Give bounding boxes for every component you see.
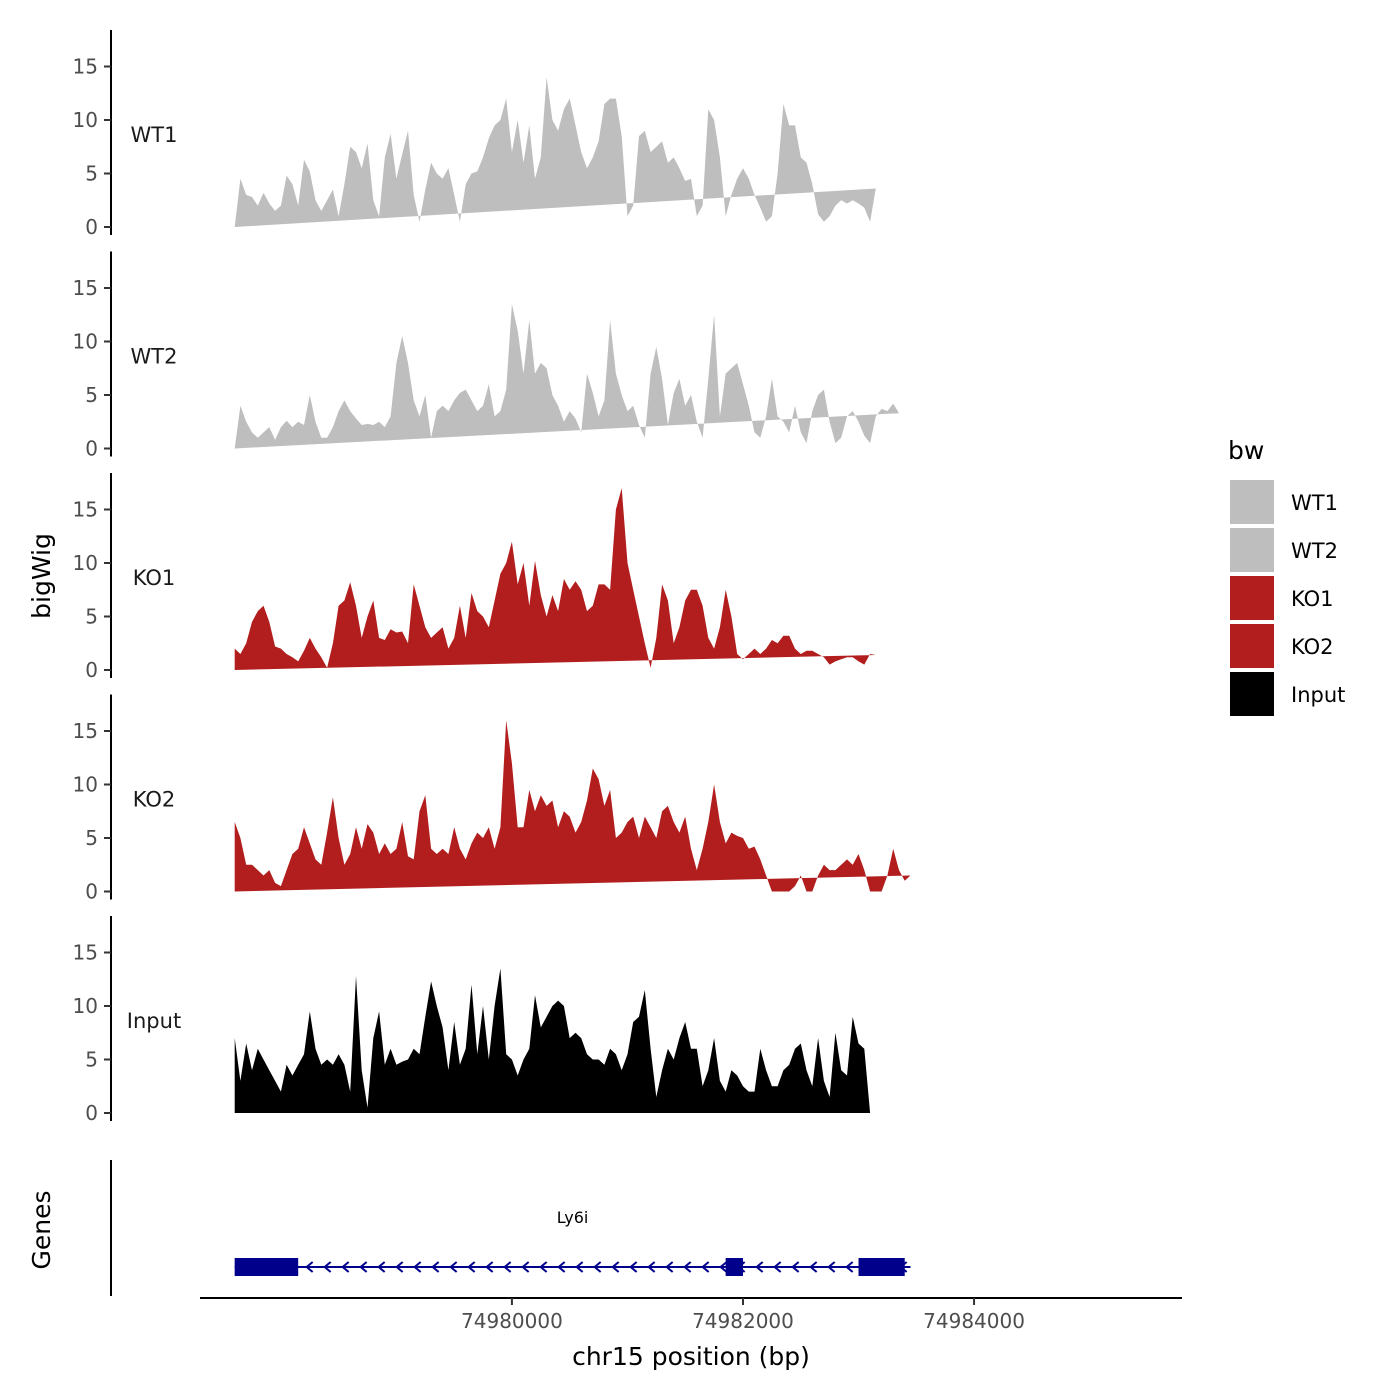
strand-arrow — [485, 1261, 494, 1273]
y-tick-label: 0 — [85, 1101, 98, 1125]
strand-arrow — [827, 1261, 836, 1273]
gene-exon — [234, 1258, 299, 1276]
legend-label-ko1: KO1 — [1291, 587, 1334, 611]
strand-arrow — [503, 1261, 512, 1273]
strand-arrow — [809, 1261, 818, 1273]
legend-key-input — [1228, 670, 1276, 718]
y-tick-label: 5 — [85, 605, 98, 629]
strand-arrow — [341, 1261, 350, 1273]
strand-arrow — [629, 1261, 638, 1273]
track-label: Input — [127, 1009, 181, 1033]
y-tick-label: 15 — [73, 941, 98, 965]
genes-track-title: Genes — [27, 1190, 56, 1269]
strand-arrow — [665, 1261, 674, 1273]
legend-title: bw — [1228, 436, 1264, 465]
strand-arrow — [539, 1261, 548, 1273]
strand-arrow — [719, 1261, 728, 1273]
y-tick-label: 10 — [73, 773, 98, 797]
track-label: KO2 — [133, 788, 176, 812]
strand-arrow — [521, 1261, 530, 1273]
track-label: KO1 — [133, 566, 176, 590]
strand-arrow — [683, 1261, 692, 1273]
gene-exon — [858, 1258, 905, 1276]
gene-name-label: Ly6i — [557, 1208, 589, 1227]
strand-arrow — [449, 1261, 458, 1273]
x-axis: chr15 position (bp) 74980000 74982000 7498… — [200, 1297, 1182, 1371]
legend: bw WT1 WT2 KO1 KO2 Input — [1228, 436, 1345, 718]
x-axis-title: chr15 position (bp) — [572, 1342, 810, 1371]
legend-key-ko2 — [1228, 622, 1276, 670]
strand-arrow — [413, 1261, 422, 1273]
track-wt2: 0 5 10 15 WT2 — [73, 251, 899, 461]
strand-arrow — [557, 1261, 566, 1273]
strand-arrow — [611, 1261, 620, 1273]
y-tick-label: 5 — [85, 383, 98, 407]
track-label: WT2 — [131, 345, 178, 369]
strand-arrow — [593, 1261, 602, 1273]
legend-label-ko2: KO2 — [1291, 635, 1334, 659]
y-tick-label: 10 — [73, 994, 98, 1018]
signal-area-ko2 — [234, 720, 911, 892]
y-tick-label: 5 — [85, 1048, 98, 1072]
y-axis-title: bigWig — [27, 533, 56, 619]
y-tick-label: 15 — [73, 498, 98, 522]
tracks-layer: 0 5 10 15 WT1 0 5 10 15 WT2 0 5 10 15 KO1 0 5 10 15 KO2 0 5 10… — [73, 30, 911, 1125]
y-tick-label: 5 — [85, 826, 98, 850]
y-tick-label: 15 — [73, 276, 98, 300]
signal-area-ko1 — [234, 488, 876, 670]
legend-label-input: Input — [1291, 683, 1345, 707]
x-tick-label: 74980000 — [461, 1309, 563, 1333]
strand-arrow — [305, 1261, 314, 1273]
legend-key-wt2 — [1228, 526, 1276, 574]
legend-key-wt1 — [1228, 478, 1276, 526]
track-label: WT1 — [131, 123, 178, 147]
y-tick-label: 15 — [73, 719, 98, 743]
strand-arrow — [845, 1261, 854, 1273]
y-tick-label: 0 — [85, 437, 98, 461]
gene-exon — [725, 1258, 743, 1276]
strand-arrow — [323, 1261, 332, 1273]
y-tick-label: 15 — [73, 55, 98, 79]
strand-arrow — [773, 1261, 782, 1273]
signal-area-wt2 — [234, 304, 899, 449]
track-ko1: 0 5 10 15 KO1 — [73, 473, 876, 682]
x-tick-label: 74982000 — [692, 1309, 794, 1333]
y-tick-label: 0 — [85, 658, 98, 682]
legend-label-wt2: WT2 — [1291, 539, 1338, 563]
gene-track: Genes Ly6i — [27, 1160, 911, 1296]
track-wt1: 0 5 10 15 WT1 — [73, 30, 876, 239]
track-input: 0 5 10 15 Input — [73, 916, 871, 1125]
y-tick-label: 10 — [73, 330, 98, 354]
signal-area-wt1 — [234, 77, 876, 227]
legend-label-wt1: WT1 — [1291, 491, 1338, 515]
x-tick-label: 74984000 — [923, 1309, 1025, 1333]
strand-arrow — [755, 1261, 764, 1273]
strand-arrow — [395, 1261, 404, 1273]
y-tick-label: 0 — [85, 880, 98, 904]
strand-arrow — [467, 1261, 476, 1273]
signal-area-input — [234, 968, 871, 1113]
y-tick-label: 0 — [85, 215, 98, 239]
strand-arrow — [791, 1261, 800, 1273]
strand-arrow — [575, 1261, 584, 1273]
strand-arrow — [377, 1261, 386, 1273]
y-tick-label: 10 — [73, 551, 98, 575]
strand-arrow — [359, 1261, 368, 1273]
y-tick-label: 5 — [85, 162, 98, 186]
strand-arrow — [431, 1261, 440, 1273]
track-ko2: 0 5 10 15 KO2 — [73, 694, 911, 904]
strand-arrow — [701, 1261, 710, 1273]
legend-key-ko1 — [1228, 574, 1276, 622]
y-tick-label: 10 — [73, 108, 98, 132]
strand-arrow — [647, 1261, 656, 1273]
